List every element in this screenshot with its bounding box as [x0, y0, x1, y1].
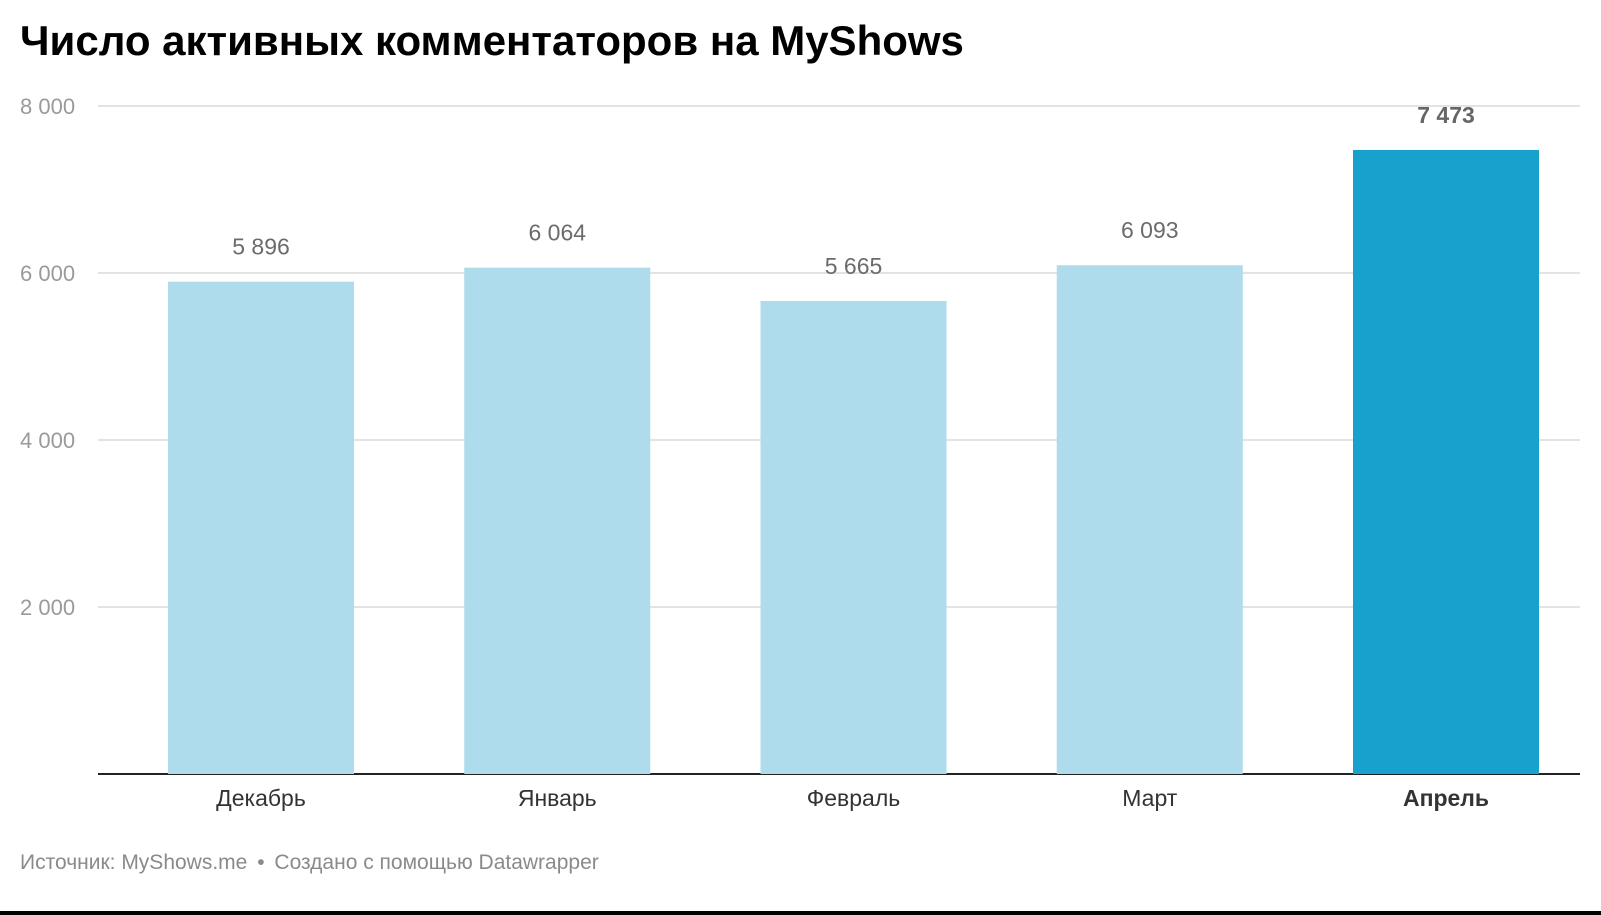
credit-note: Создано с помощью Datawrapper [274, 851, 599, 874]
value-label: 5 896 [232, 234, 290, 260]
category-label: Декабрь [216, 785, 306, 811]
y-tick-label: 4 000 [20, 428, 75, 453]
category-label: Февраль [807, 785, 900, 811]
y-tick-label: 6 000 [20, 261, 75, 286]
source-note: Источник: MyShows.me [20, 851, 248, 874]
chart-footer: Источник: MyShows.me • Создано с помощью… [20, 851, 599, 875]
value-label: 6 093 [1121, 217, 1179, 243]
y-tick-label: 8 000 [20, 94, 75, 119]
category-label: Январь [518, 785, 597, 811]
chart-title: Число активных комментаторов на MyShows [20, 17, 964, 64]
bar [1056, 265, 1243, 774]
bar [168, 281, 354, 774]
bars-layer [168, 150, 1539, 774]
footer-separator: • [257, 851, 265, 874]
value-label: 7 473 [1417, 102, 1475, 128]
y-tick-label: 2 000 [20, 595, 75, 620]
bottom-rule [0, 911, 1601, 915]
category-label: Март [1122, 785, 1177, 811]
labels-layer: 2 000 4 000 6 000 8 000 5 896 Декабрь 6 064 Янв… [20, 94, 1489, 811]
category-label: Апрель [1403, 785, 1489, 811]
value-label: 6 064 [528, 220, 586, 246]
value-label: 5 665 [825, 253, 883, 279]
bar [1353, 150, 1539, 774]
bar [464, 267, 651, 774]
bar [760, 300, 947, 774]
